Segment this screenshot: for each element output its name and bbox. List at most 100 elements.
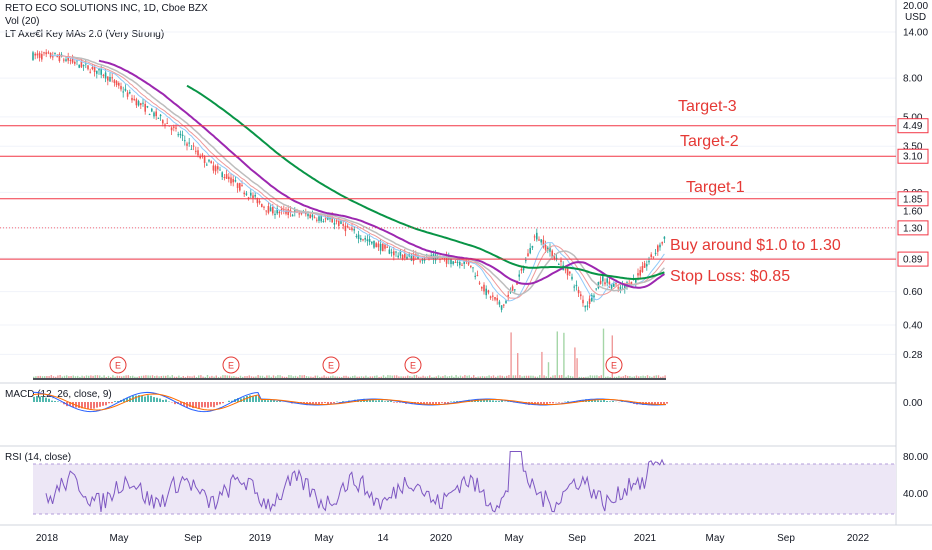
- candle-body: [243, 192, 245, 195]
- earnings-marker: [222, 356, 240, 374]
- candle-body: [65, 59, 67, 61]
- candle-body: [311, 214, 314, 218]
- volume-bar: [550, 376, 552, 378]
- buy-label: Buy around $1.0 to 1.30: [670, 237, 841, 254]
- volume-bar: [321, 376, 323, 378]
- macd-histogram-bar: [447, 402, 449, 404]
- volume-bar: [312, 376, 314, 378]
- volume-bar: [136, 376, 138, 378]
- candle-body: [173, 126, 175, 128]
- macd-histogram-bar: [312, 402, 314, 404]
- volume-bar: [627, 375, 629, 378]
- volume-bar: [609, 376, 611, 378]
- volume-bar: [237, 376, 239, 378]
- volume-bar: [404, 376, 407, 378]
- candle-body: [45, 52, 47, 55]
- earnings-marker-label: E: [328, 361, 334, 371]
- time-axis[interactable]: 2018 May Sep 2019 May 14 2020 May Sep 2021 May Sep 2…: [36, 533, 870, 544]
- candle-body: [197, 150, 199, 156]
- macd-histogram-bar: [483, 399, 485, 402]
- candle-body: [201, 154, 204, 156]
- volume-bar: [497, 375, 499, 378]
- volume-bar: [162, 375, 165, 378]
- macd-histogram-bar: [594, 400, 596, 402]
- candle-body: [300, 213, 303, 215]
- volume-bar: [114, 376, 116, 378]
- volume-bar: [429, 375, 431, 378]
- candle-body: [269, 207, 272, 212]
- volume-bar: [195, 376, 198, 378]
- candle-body: [472, 267, 474, 269]
- volume-bar: [618, 375, 620, 378]
- macd-histogram-bar: [111, 402, 113, 404]
- price-tag-box: [897, 251, 929, 267]
- volume-bar: [143, 375, 145, 378]
- candle-body: [214, 166, 217, 172]
- volume-bar: [52, 376, 55, 378]
- macd-histogram-bar: [444, 402, 446, 404]
- volume-bar: [409, 376, 411, 378]
- macd-histogram-bar: [267, 400, 269, 402]
- volume-bar: [266, 375, 268, 378]
- macd-histogram-bar: [153, 397, 155, 402]
- price-tag-label: 1.85: [903, 194, 923, 205]
- macd-histogram-bar: [138, 395, 140, 402]
- candle-body: [126, 92, 129, 97]
- volume-bar: [264, 376, 266, 378]
- volume-bar: [149, 375, 151, 378]
- volume-bar: [622, 376, 624, 378]
- macd-histogram-bar: [600, 400, 602, 402]
- volume-bar: [633, 376, 635, 378]
- volume-bar: [50, 375, 52, 378]
- volume-bar: [580, 376, 583, 378]
- macd-histogram-bar: [654, 402, 656, 405]
- volume-bar: [600, 375, 602, 378]
- volume-bar: [484, 376, 486, 378]
- macd-histogram-bar: [597, 400, 599, 402]
- volume-bar: [453, 376, 455, 378]
- volume-bar: [385, 376, 387, 378]
- macd-histogram-bar: [93, 402, 95, 409]
- macd-histogram-bar: [495, 400, 497, 402]
- candle-body: [357, 234, 360, 239]
- volume-bar: [74, 376, 77, 378]
- candle-body: [487, 290, 490, 293]
- candle-body: [560, 260, 562, 262]
- volume-bar: [66, 375, 68, 378]
- candle-body: [525, 260, 527, 262]
- volume-bar: [288, 375, 290, 378]
- candle-body: [364, 237, 366, 240]
- macd-histogram-bar: [216, 402, 218, 406]
- volume-bar: [543, 375, 545, 378]
- price-axis[interactable]: 20.00 USD 14.008.005.003.502.001.600.600…: [903, 1, 928, 361]
- volume-bar: [552, 375, 554, 378]
- candle-body: [654, 252, 657, 254]
- candle-body: [586, 305, 589, 307]
- volume-bar: [246, 376, 248, 378]
- volume-bar: [517, 353, 519, 378]
- macd-histogram-bar: [114, 401, 116, 402]
- volume-bar: [261, 375, 264, 378]
- volume-bar: [275, 376, 277, 378]
- volume-bar: [343, 375, 345, 378]
- macd-histogram-bar: [486, 399, 488, 402]
- candle-body: [100, 68, 102, 75]
- volume-bar: [464, 375, 466, 378]
- candle-body: [538, 239, 540, 241]
- volume-bar: [101, 376, 103, 378]
- macd-histogram-bar: [195, 402, 197, 408]
- macd-pane: [32, 391, 668, 413]
- volume-bar: [48, 376, 50, 378]
- volume-bar: [44, 376, 46, 378]
- volume-bar: [420, 376, 422, 378]
- candle-body: [316, 219, 318, 221]
- macd-histogram-bar: [612, 401, 614, 402]
- candle-body: [309, 214, 311, 219]
- volume-bar: [215, 375, 217, 378]
- volume-bar: [545, 376, 547, 378]
- volume-bar: [660, 376, 662, 378]
- candle-body: [470, 265, 472, 268]
- volume-bar: [198, 375, 200, 378]
- volume-bar: [521, 376, 523, 378]
